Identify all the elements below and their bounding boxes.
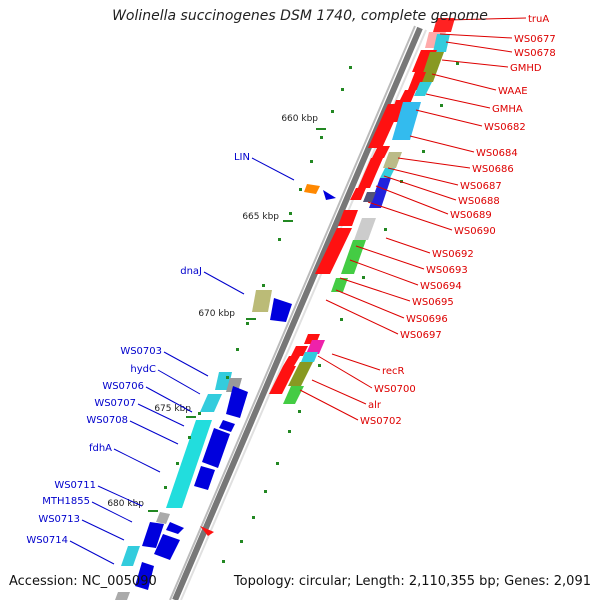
gene-label: WS0697 xyxy=(400,330,442,341)
reverse-gene-labels: LIN dnaJ WS0703 hydC WS0706 WS0707 WS070… xyxy=(26,152,295,565)
gene-label: MTH1855 xyxy=(42,496,90,507)
gene-label: WS0708 xyxy=(86,415,128,426)
gene-label: WS0696 xyxy=(406,314,448,325)
map-title: Wolinella succinogenes DSM 1740, complet… xyxy=(112,8,488,24)
gene-label: truA xyxy=(528,14,549,25)
gene-label: WS0695 xyxy=(412,297,454,308)
gene-label: dnaJ xyxy=(180,266,202,277)
gene-label: recR xyxy=(382,366,405,377)
gene-label: GMHD xyxy=(510,63,542,74)
gene-label: hydC xyxy=(130,364,156,375)
gene-label: WS0677 xyxy=(514,34,556,45)
gene-label: LIN xyxy=(234,152,250,163)
forward-genes xyxy=(200,18,455,536)
gene-label: WS0686 xyxy=(472,164,514,175)
accession-label: Accession: NC_005090 xyxy=(9,574,157,589)
gene-label: WS0700 xyxy=(374,384,416,395)
gene-label: WS0692 xyxy=(432,249,474,260)
kbp-label: 675 kbp xyxy=(154,404,191,414)
kbp-label: 665 kbp xyxy=(242,212,279,222)
gene-label: WS0694 xyxy=(420,281,462,292)
forward-gene-labels: truA WS0677 WS0678 GMHD WAAE GMHA WS0682… xyxy=(299,14,556,427)
reverse-genes xyxy=(115,184,336,600)
gene-label: WS0684 xyxy=(476,148,518,159)
kbp-label: 670 kbp xyxy=(198,309,235,319)
gene-label: WS0693 xyxy=(426,265,468,276)
gene-label: WS0690 xyxy=(454,226,496,237)
gene-label: WS0702 xyxy=(360,416,402,427)
kbp-label: 680 kbp xyxy=(107,499,144,509)
outer-ticks xyxy=(148,62,459,563)
gene-label: GMHA xyxy=(492,104,523,115)
gene-label: alr xyxy=(368,400,382,411)
gene-label: WS0678 xyxy=(514,48,556,59)
gene-label: WS0688 xyxy=(458,196,500,207)
topology-label: Topology: circular; Length: 2,110,355 bp… xyxy=(233,574,591,589)
gene-label: WS0682 xyxy=(484,122,526,133)
kbp-tick-labels: 660 kbp 665 kbp 670 kbp 675 kbp 680 kbp xyxy=(107,114,318,509)
gene-label: WS0689 xyxy=(450,210,492,221)
gene-label: WAAE xyxy=(498,86,528,97)
kbp-label: 660 kbp xyxy=(281,114,318,124)
gene-label: WS0687 xyxy=(460,181,502,192)
gene-label: fdhA xyxy=(89,443,112,454)
gene-label: WS0703 xyxy=(120,346,162,357)
gene-label: WS0713 xyxy=(38,514,80,525)
gene-label: WS0711 xyxy=(54,480,96,491)
gene-label: WS0714 xyxy=(26,535,68,546)
gene-label: WS0707 xyxy=(94,398,136,409)
gene-label: WS0706 xyxy=(102,381,144,392)
